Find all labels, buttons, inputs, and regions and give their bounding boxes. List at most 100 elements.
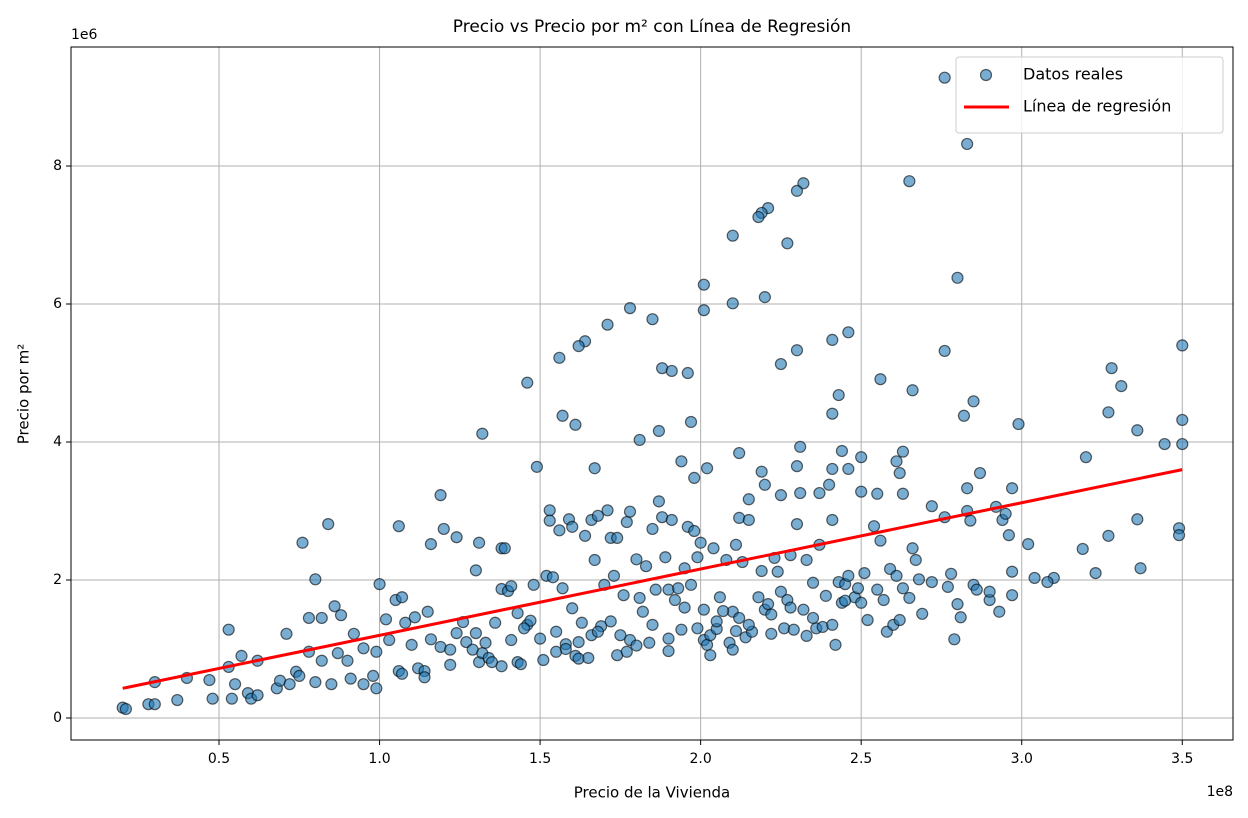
data-point bbox=[938, 344, 951, 358]
data-point bbox=[399, 616, 412, 629]
data-point bbox=[344, 672, 357, 685]
y-offset-label: 1e6 bbox=[71, 27, 98, 43]
data-point bbox=[896, 487, 910, 500]
data-point bbox=[437, 522, 450, 536]
data-point bbox=[890, 569, 903, 582]
data-point bbox=[973, 466, 987, 480]
data-point bbox=[697, 603, 710, 616]
data-point bbox=[630, 553, 643, 566]
data-point bbox=[758, 478, 771, 491]
data-point bbox=[1041, 575, 1054, 589]
data-point bbox=[752, 210, 765, 224]
data-point bbox=[794, 440, 807, 453]
data-point bbox=[489, 616, 502, 629]
data-point bbox=[774, 357, 788, 371]
legend: Datos reales Línea de regresión bbox=[955, 56, 1224, 134]
chart-title: Precio vs Precio por m² con Línea de Reg… bbox=[453, 17, 851, 37]
data-point bbox=[383, 633, 396, 647]
data-point bbox=[469, 564, 482, 577]
data-point bbox=[842, 326, 855, 339]
data-point bbox=[331, 647, 344, 660]
data-point bbox=[148, 698, 161, 711]
data-point bbox=[684, 415, 698, 429]
data-point bbox=[553, 351, 566, 364]
scatter-series bbox=[116, 71, 1189, 716]
data-point bbox=[813, 486, 826, 500]
data-point bbox=[912, 573, 926, 586]
data-point bbox=[1028, 571, 1041, 585]
data-point bbox=[315, 611, 328, 625]
data-point bbox=[1176, 437, 1189, 451]
data-point bbox=[726, 229, 739, 242]
data-point bbox=[829, 638, 842, 651]
data-point bbox=[171, 693, 184, 707]
data-point bbox=[925, 575, 938, 589]
data-point bbox=[543, 514, 556, 527]
data-point bbox=[697, 278, 710, 291]
data-point bbox=[646, 618, 659, 631]
x-tick-label: 2.5 bbox=[850, 751, 872, 767]
data-point bbox=[665, 364, 678, 378]
data-point bbox=[890, 455, 903, 468]
data-point bbox=[639, 560, 653, 573]
data-point bbox=[119, 702, 133, 716]
data-point bbox=[636, 605, 649, 618]
data-point bbox=[537, 653, 550, 667]
data-point bbox=[620, 645, 633, 658]
data-point bbox=[665, 513, 678, 527]
data-point bbox=[325, 678, 338, 691]
x-tick-label: 1.0 bbox=[368, 751, 390, 767]
data-point bbox=[543, 504, 556, 517]
grid bbox=[71, 47, 1233, 740]
data-point bbox=[591, 509, 604, 522]
data-point bbox=[556, 582, 569, 595]
data-point bbox=[1005, 589, 1019, 602]
data-point bbox=[370, 645, 383, 658]
data-point bbox=[623, 505, 637, 518]
data-point bbox=[370, 682, 383, 695]
data-point bbox=[855, 485, 868, 498]
data-point bbox=[710, 615, 723, 628]
data-point bbox=[408, 611, 421, 624]
data-point bbox=[1102, 529, 1115, 542]
data-point bbox=[675, 455, 688, 468]
regression-line bbox=[122, 468, 1183, 690]
data-point bbox=[826, 618, 839, 631]
data-point bbox=[967, 395, 980, 408]
data-point bbox=[729, 624, 743, 638]
data-point bbox=[505, 580, 518, 593]
y-tick-label: 6 bbox=[53, 296, 62, 312]
data-point bbox=[434, 489, 447, 502]
data-point bbox=[691, 622, 704, 635]
data-point bbox=[961, 137, 974, 151]
data-point bbox=[970, 583, 983, 596]
data-point bbox=[797, 603, 810, 616]
data-point bbox=[521, 376, 534, 389]
data-point bbox=[794, 486, 807, 500]
data-point bbox=[672, 582, 685, 595]
data-point bbox=[787, 623, 800, 636]
data-point bbox=[826, 333, 839, 346]
data-point bbox=[405, 638, 418, 651]
data-point bbox=[566, 602, 579, 615]
data-point bbox=[623, 302, 637, 315]
data-point bbox=[874, 373, 887, 386]
data-point bbox=[774, 489, 788, 502]
data-point bbox=[903, 175, 916, 188]
data-point bbox=[909, 553, 922, 567]
data-point bbox=[617, 589, 630, 602]
data-point bbox=[675, 623, 688, 636]
data-point bbox=[572, 635, 585, 649]
data-point bbox=[578, 529, 592, 542]
data-point bbox=[784, 601, 797, 614]
data-point bbox=[790, 518, 804, 531]
data-point bbox=[704, 649, 717, 662]
data-point bbox=[688, 471, 701, 484]
data-point bbox=[659, 551, 672, 564]
data-point bbox=[700, 462, 714, 475]
data-point bbox=[620, 515, 633, 529]
data-point bbox=[479, 636, 492, 649]
data-point bbox=[1176, 413, 1189, 427]
data-point bbox=[800, 553, 813, 567]
